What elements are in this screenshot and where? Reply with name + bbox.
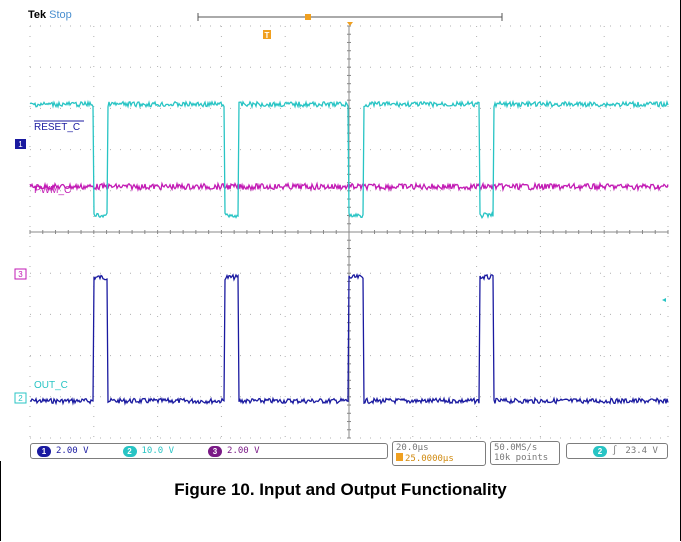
- trigger-level-arrow: [662, 298, 666, 302]
- acquisition-panel: 50.0MS/s 10k points: [490, 441, 560, 465]
- ch2-scale: 10.0 V: [141, 446, 175, 456]
- trigger-position-value: 25.0000µs: [405, 454, 454, 464]
- out-label: OUT_C: [34, 380, 68, 391]
- record-view-bar: [197, 13, 503, 26]
- timebase-value: 20.0µs: [396, 443, 429, 453]
- trigger-position-readout: 25.0000µs: [396, 453, 482, 464]
- svg-text:1: 1: [18, 140, 23, 149]
- ch3-ground-marker: 3: [14, 268, 27, 280]
- svg-text:3: 3: [18, 270, 23, 279]
- ch2-ground-marker: 2: [14, 392, 27, 404]
- ch3-scale: 2.00 V: [227, 446, 260, 456]
- brand-label: Tek: [28, 9, 47, 21]
- svg-text:2: 2: [18, 394, 23, 403]
- trigger-panel: 2 ∫ 23.4 V: [566, 443, 668, 459]
- graticule: [29, 25, 669, 439]
- trigger-position-mini-icon: [396, 453, 403, 461]
- trigger-slope-icon: ∫: [612, 446, 618, 456]
- vertical-scale-panel: 1 2.00 V 2 10.0 V 3 2.00 V: [30, 443, 388, 459]
- waveform-plot: T 1 3 2 RESET_C PWM_C OUT_C: [14, 13, 669, 439]
- trace-out-c: [29, 99, 669, 220]
- trigger-position-letter: T: [265, 31, 270, 40]
- trace-reset-c: [29, 272, 669, 406]
- ch1-ground-marker: 1: [15, 139, 26, 149]
- oscilloscope-screen: Tek Stop T 1 3 2 RESE: [14, 9, 669, 466]
- timebase-panel: 20.0µs 25.0000µs: [392, 441, 486, 466]
- record-position-marker: [305, 14, 311, 20]
- trigger-level: 23.4 V: [625, 446, 658, 456]
- ch1-badge: 1: [37, 445, 51, 457]
- ch2-badge: 2: [122, 445, 137, 457]
- acquisition-state: Stop: [49, 9, 72, 21]
- brand-status: Tek Stop: [28, 9, 72, 21]
- record-length: 10k points: [494, 453, 549, 463]
- trigger-position-icon: T: [263, 30, 271, 40]
- sample-rate: 50.0MS/s: [494, 443, 538, 453]
- pwm-label: PWM_C: [34, 185, 71, 196]
- ch3-badge: 3: [208, 445, 223, 457]
- ch1-scale: 2.00 V: [56, 446, 89, 456]
- trigger-channel-badge: 2: [593, 445, 607, 457]
- traces: [29, 99, 669, 406]
- reset-label: RESET_C: [34, 122, 80, 133]
- trigger-point-marker: [347, 22, 353, 26]
- figure-caption: Figure 10. Input and Output Functionalit…: [174, 480, 507, 499]
